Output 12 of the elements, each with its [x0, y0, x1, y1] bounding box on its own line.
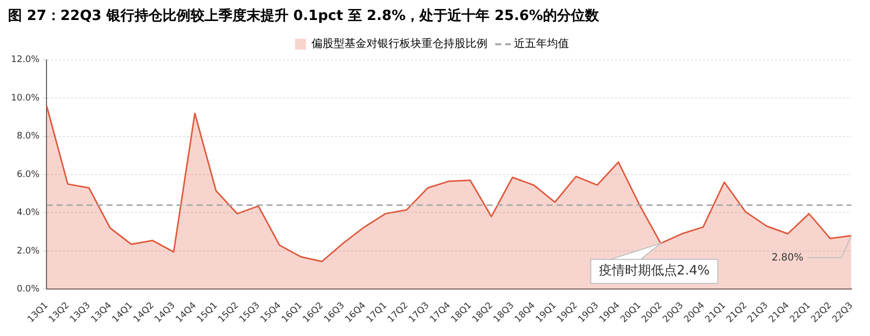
y-tick-label: 0.0%: [16, 284, 40, 295]
annotation: 2.80%: [772, 252, 804, 264]
y-tick-label: 6.0%: [16, 170, 40, 180]
annotation: 疫情时期低点2.4%: [598, 264, 710, 279]
y-tick-label: 8.0%: [16, 132, 40, 142]
y-tick-label: 12.0%: [10, 55, 40, 66]
y-tick-label: 2.0%: [16, 246, 40, 256]
chart-title: 图 27：22Q3 银行持仓比例较上季度末提升 0.1pct 至 2.8%，处于近十年 25.6%的分位数: [8, 7, 600, 24]
legend-label: 偏股型基金对银行板块重仓持股比例: [312, 37, 488, 50]
y-tick-label: 4.0%: [16, 208, 40, 218]
legend-label: 近五年均值: [514, 37, 569, 50]
y-tick-label: 10.0%: [10, 93, 40, 104]
